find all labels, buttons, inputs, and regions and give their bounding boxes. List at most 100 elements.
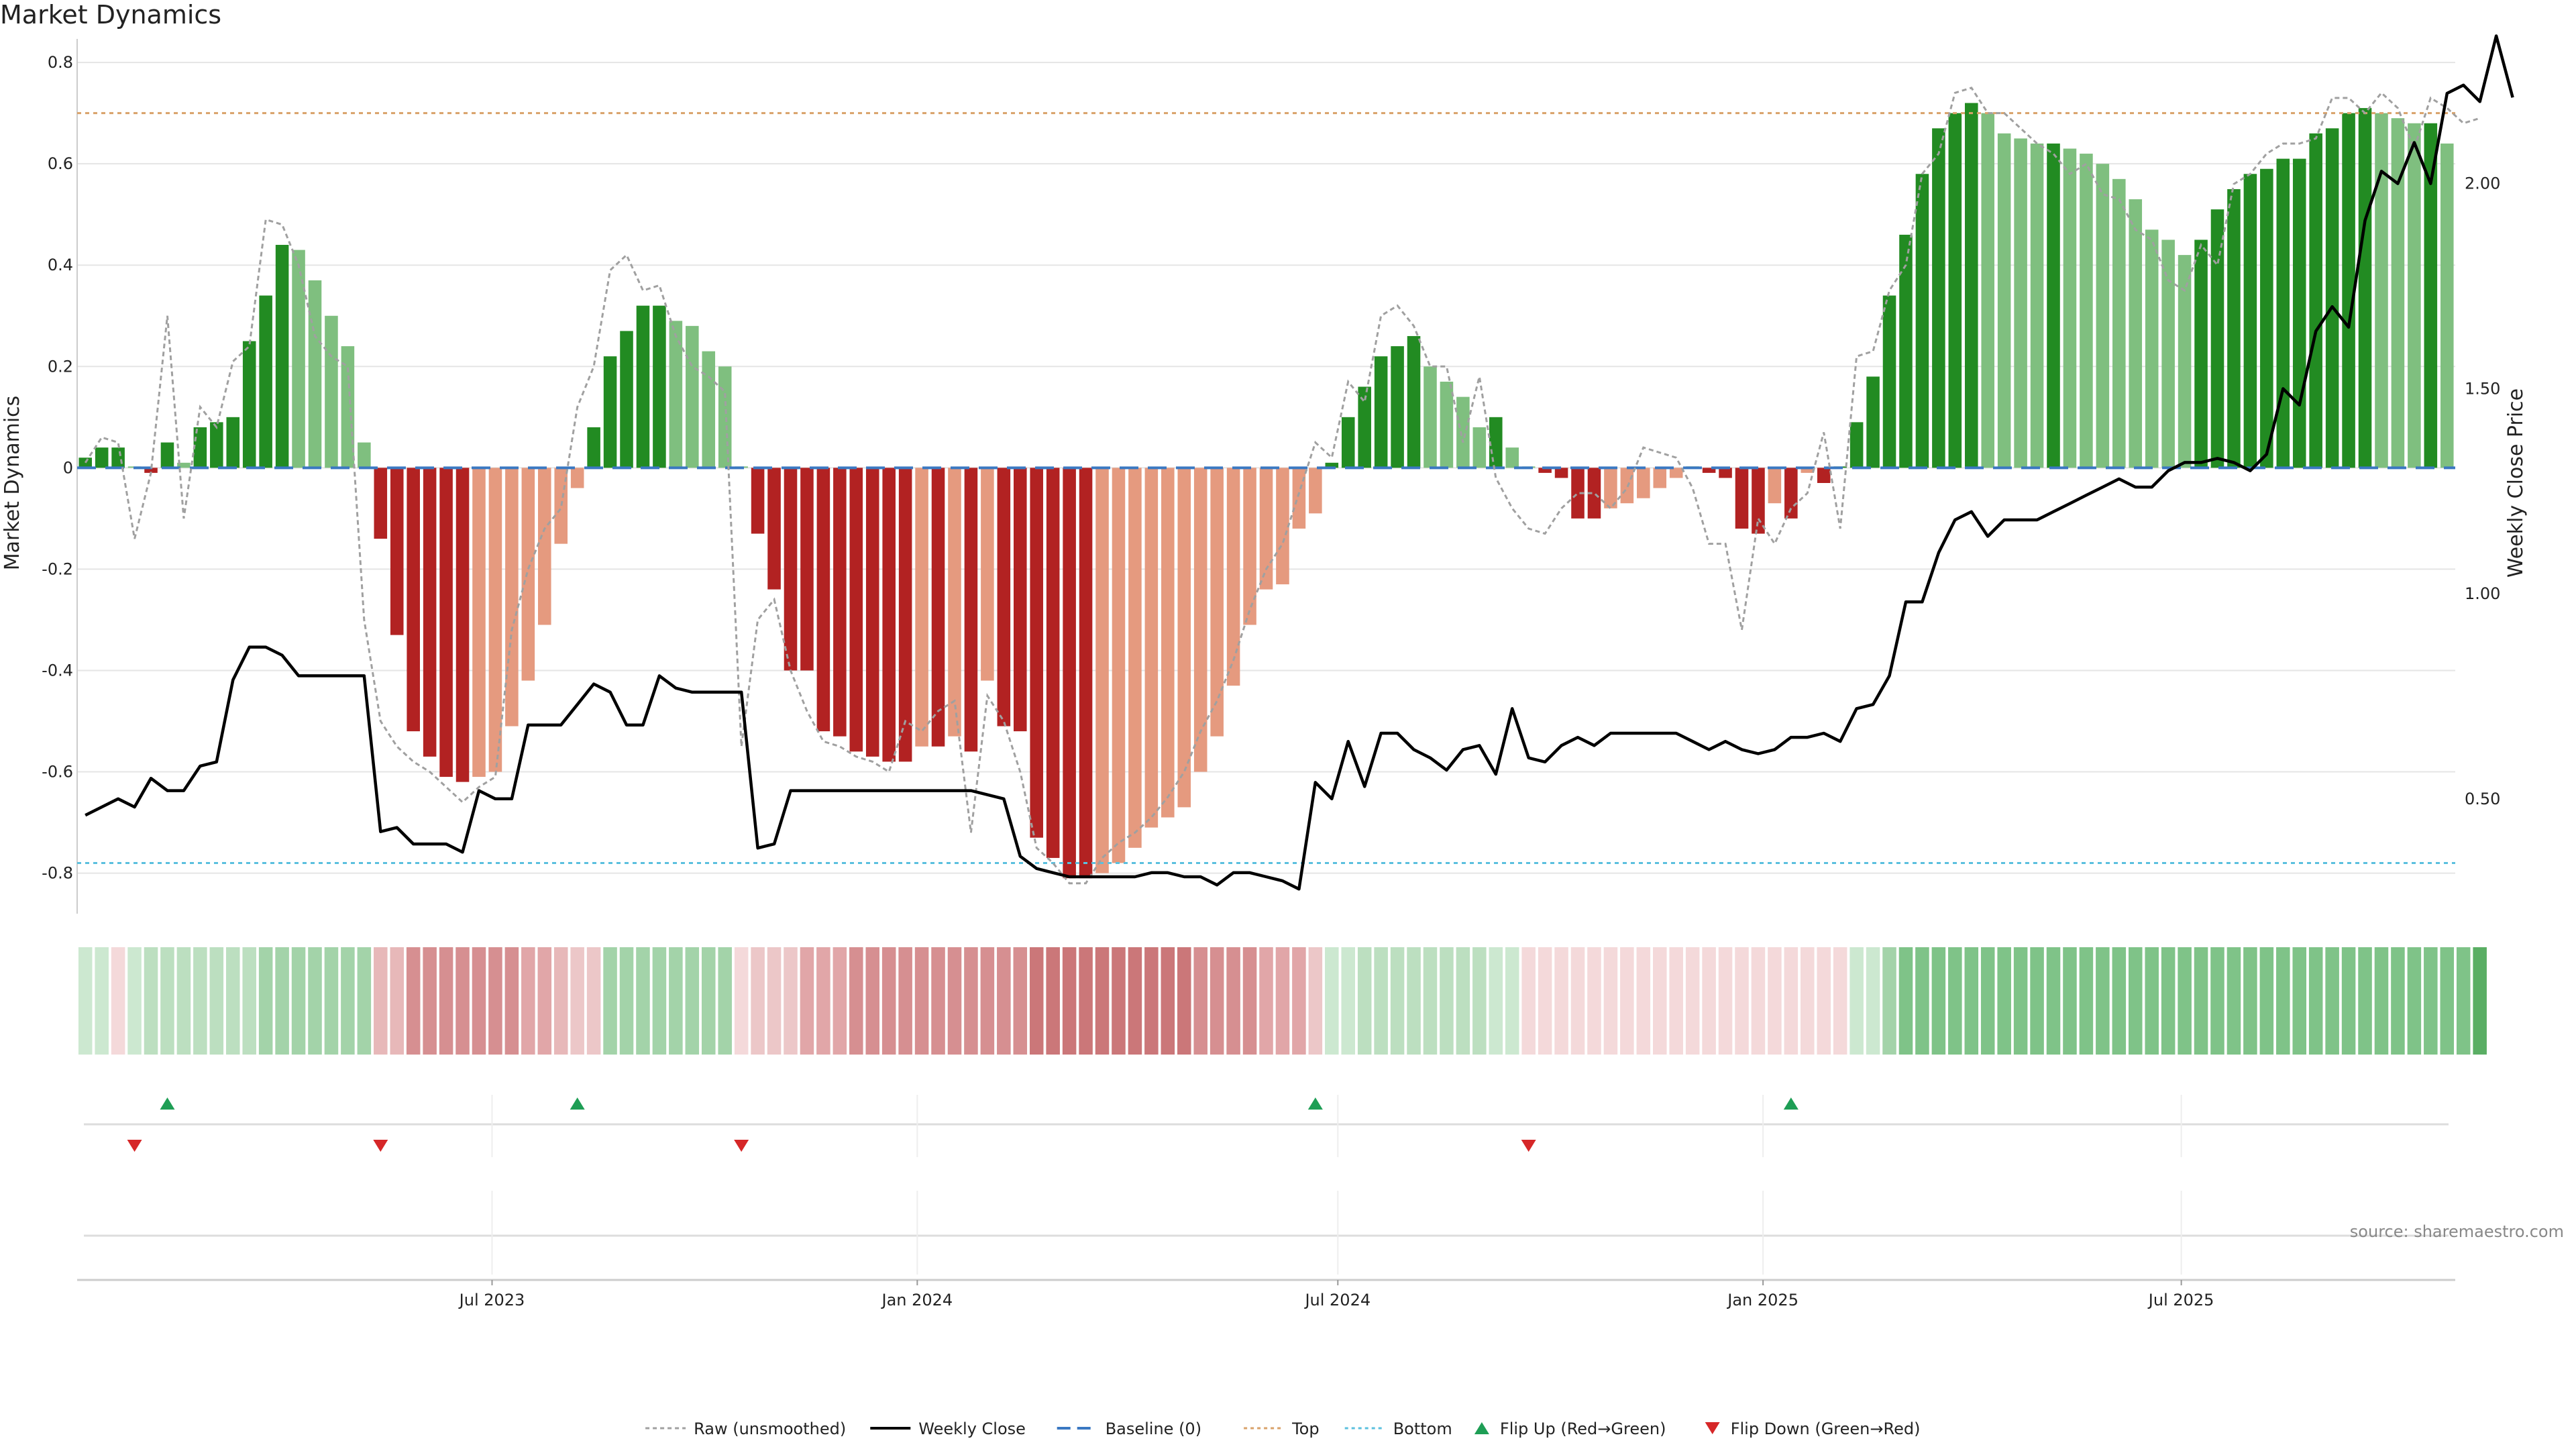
regime-strip-cell bbox=[1341, 947, 1356, 1055]
regime-strip-cell bbox=[2341, 947, 2356, 1055]
raw-unsmoothed-line bbox=[84, 87, 2481, 885]
legend: Raw (unsmoothed) Weekly Close Baseline (0)… bbox=[645, 1419, 1920, 1438]
dynamics-bar bbox=[1752, 468, 1765, 534]
regime-strip-cell bbox=[504, 947, 519, 1055]
regime-strip-cell bbox=[2358, 947, 2372, 1055]
dynamics-bar bbox=[2030, 143, 2044, 468]
regime-strip-cell bbox=[1587, 947, 1601, 1055]
dynamics-bar bbox=[718, 366, 732, 468]
legend-label: Bottom bbox=[1393, 1419, 1452, 1438]
dynamics-bar bbox=[1882, 295, 1896, 468]
x-tick-label: Jan 2024 bbox=[880, 1291, 953, 1309]
regime-strip-cell bbox=[570, 947, 584, 1055]
dynamics-bar bbox=[964, 468, 978, 752]
dynamics-bar bbox=[1112, 468, 1126, 863]
regime-strip-cell bbox=[1210, 947, 1224, 1055]
regime-strip-cell bbox=[751, 947, 765, 1055]
regime-strip-cell bbox=[1636, 947, 1651, 1055]
dynamics-bar bbox=[2309, 133, 2322, 468]
dynamics-bar bbox=[1424, 366, 1437, 468]
dynamics-bar bbox=[1226, 468, 1240, 686]
y-tick-label-left: -0.4 bbox=[42, 661, 73, 680]
flip-down-marker bbox=[373, 1140, 388, 1152]
y-tick-label-left: -0.8 bbox=[42, 864, 73, 883]
regime-strip-cell bbox=[586, 947, 601, 1055]
dynamics-bar bbox=[2096, 164, 2110, 468]
dynamics-bar bbox=[1161, 468, 1175, 818]
regime-strip-cell bbox=[1292, 947, 1306, 1055]
dynamics-bar bbox=[1391, 346, 1404, 468]
regime-strip-cell bbox=[225, 947, 240, 1055]
regime-strip-cell bbox=[2178, 947, 2192, 1055]
regime-strip-cell bbox=[1702, 947, 1716, 1055]
regime-strip-cell bbox=[2030, 947, 2044, 1055]
dynamics-bar bbox=[505, 468, 519, 727]
regime-strip-cell bbox=[341, 947, 355, 1055]
dynamics-bar bbox=[1735, 468, 1749, 529]
weekly-close-line bbox=[85, 34, 2514, 891]
regime-strip-cell bbox=[931, 947, 945, 1055]
regime-strip-cell bbox=[718, 947, 732, 1055]
regime-strip-cell bbox=[619, 947, 634, 1055]
dynamics-bar bbox=[1193, 468, 1208, 772]
dynamics-bar bbox=[653, 305, 666, 468]
regime-strip-cell bbox=[1915, 947, 1929, 1055]
regime-strip-cell bbox=[111, 947, 125, 1055]
regime-strip-cell bbox=[2276, 947, 2290, 1055]
regime-strip-cell bbox=[636, 947, 650, 1055]
regime-strip-cell bbox=[1898, 947, 1913, 1055]
dynamics-bar bbox=[849, 468, 863, 752]
dynamics-bar bbox=[292, 250, 305, 468]
source-note: source: sharemaestro.com bbox=[2349, 1222, 2564, 1241]
dynamics-bar bbox=[1046, 468, 1060, 858]
dynamics-bar bbox=[439, 468, 453, 777]
dynamics-bar bbox=[2358, 108, 2372, 468]
y-tick-label-left: 0.6 bbox=[48, 154, 73, 173]
regime-strip-cell bbox=[669, 947, 683, 1055]
regime-strip-cell bbox=[1095, 947, 1110, 1055]
regime-strip-cell bbox=[2112, 947, 2127, 1055]
regime-strip-cell bbox=[1308, 947, 1323, 1055]
dynamics-bar bbox=[587, 427, 600, 468]
dynamics-bar bbox=[898, 468, 912, 762]
regime-strip-cell bbox=[1423, 947, 1438, 1055]
dynamics-bar bbox=[1817, 468, 1831, 483]
dynamics-bar bbox=[931, 468, 945, 747]
legend-item: Top bbox=[1244, 1419, 1320, 1438]
regime-strip-cell bbox=[1407, 947, 1421, 1055]
regime-strip-cell bbox=[193, 947, 207, 1055]
regime-strip-cell bbox=[2407, 947, 2422, 1055]
regime-strip-cell bbox=[2473, 947, 2487, 1055]
regime-strip-cell bbox=[1570, 947, 1585, 1055]
dynamics-bar bbox=[390, 468, 404, 635]
legend-item: Bottom bbox=[1344, 1419, 1452, 1438]
regime-strip-cell bbox=[1718, 947, 1733, 1055]
dynamics-bar bbox=[570, 468, 584, 488]
dynamics-bar bbox=[358, 442, 371, 468]
regime-strip-cell bbox=[1521, 947, 1536, 1055]
dynamics-bar bbox=[374, 468, 388, 539]
regime-strip-cell bbox=[2063, 947, 2077, 1055]
dynamics-bar bbox=[2161, 239, 2175, 468]
regime-strip-cell bbox=[423, 947, 437, 1055]
regime-strip-cell bbox=[2046, 947, 2061, 1055]
dynamics-bar bbox=[2210, 209, 2224, 468]
regime-strip-cell bbox=[980, 947, 995, 1055]
dynamics-bar bbox=[915, 468, 928, 747]
regime-strip-cell bbox=[1669, 947, 1683, 1055]
dynamics-bar bbox=[407, 468, 420, 732]
dynamics-bar bbox=[1095, 468, 1109, 873]
dynamics-bar bbox=[1997, 133, 2011, 468]
dynamics-bar bbox=[1948, 113, 1962, 468]
regime-strip-cell bbox=[291, 947, 306, 1055]
regime-strip-cell bbox=[455, 947, 470, 1055]
dynamics-bar bbox=[1456, 396, 1470, 468]
x-tick-label: Jul 2025 bbox=[2147, 1291, 2214, 1309]
dynamics-bar bbox=[784, 468, 798, 671]
regime-strip-cell bbox=[1964, 947, 1979, 1055]
dynamics-bar bbox=[1013, 468, 1027, 732]
regime-strip-cell bbox=[1866, 947, 1880, 1055]
regime-strip-cell bbox=[1751, 947, 1766, 1055]
dynamics-bar bbox=[636, 305, 650, 468]
